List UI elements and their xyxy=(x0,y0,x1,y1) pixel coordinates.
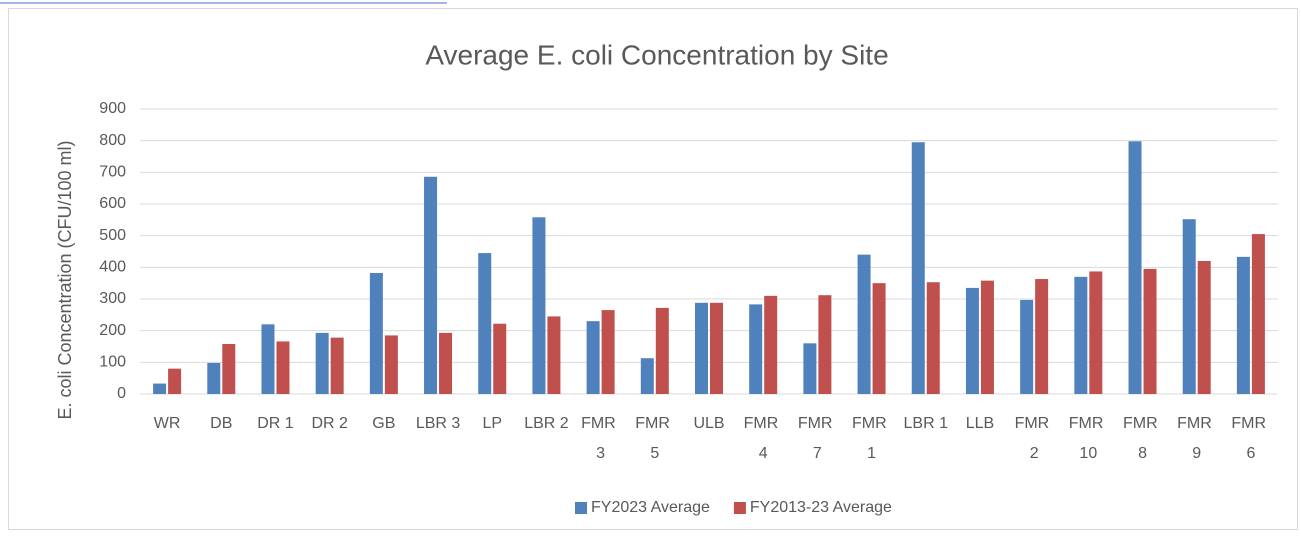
x-tick-label: ULB xyxy=(693,415,724,432)
bar xyxy=(168,368,182,394)
x-tick-label: FMR 5 xyxy=(635,415,674,462)
bar xyxy=(478,253,492,394)
bar xyxy=(330,337,344,394)
bar xyxy=(911,142,925,394)
chart-title: Average E. coli Concentration by Site xyxy=(425,39,888,70)
y-tick-label: 100 xyxy=(99,354,126,371)
bar xyxy=(586,321,600,394)
x-tick-label: GB xyxy=(372,415,395,432)
bar xyxy=(207,362,221,394)
bar xyxy=(872,283,886,394)
legend-label: FY2013-23 Average xyxy=(750,499,892,516)
y-tick-label: 400 xyxy=(99,259,126,276)
y-tick-label: 300 xyxy=(99,290,126,307)
x-tick-label: FMR 1 xyxy=(852,415,891,462)
legend-swatch xyxy=(733,502,746,514)
bar xyxy=(439,332,453,394)
legend-swatch xyxy=(575,502,587,514)
bar xyxy=(1089,271,1103,394)
x-tick-label: LBR 3 xyxy=(416,415,461,432)
bar xyxy=(315,332,329,394)
y-tick-label: 700 xyxy=(99,164,126,181)
x-tick-label: FMR 2 xyxy=(1015,415,1054,462)
bar xyxy=(1128,141,1142,394)
bar xyxy=(601,310,615,394)
bar xyxy=(857,254,871,394)
bar xyxy=(1074,276,1088,394)
bar xyxy=(547,316,561,394)
x-tick-label: LLB xyxy=(966,415,994,432)
bar xyxy=(1236,256,1250,394)
x-tick-label: FMR 6 xyxy=(1231,415,1270,462)
bar xyxy=(1143,268,1157,394)
bar xyxy=(493,323,507,394)
x-tick-label: FMR 4 xyxy=(744,415,783,462)
x-tick-label: LP xyxy=(482,415,502,432)
x-tick-label: FMR 9 xyxy=(1177,415,1216,462)
bar xyxy=(1251,234,1265,394)
legend-label: FY2023 Average xyxy=(591,499,710,516)
x-tick-label: LBR 1 xyxy=(904,415,949,432)
bar xyxy=(640,358,654,394)
bar xyxy=(926,282,940,394)
x-tick-label: FMR 8 xyxy=(1123,415,1162,462)
y-tick-label: 500 xyxy=(99,227,126,244)
x-tick-label: LBR 2 xyxy=(524,415,569,432)
x-tick-label: DB xyxy=(210,415,232,432)
bar xyxy=(764,295,778,394)
x-tick-label: DR 1 xyxy=(257,415,294,432)
bar xyxy=(1020,299,1034,394)
y-tick-label: 0 xyxy=(117,385,126,402)
x-tick-label: FMR 10 xyxy=(1069,415,1108,462)
y-tick-label: 200 xyxy=(99,322,126,339)
y-tick-label: 800 xyxy=(99,132,126,149)
bar xyxy=(1197,261,1211,394)
bar xyxy=(695,302,708,394)
bar xyxy=(818,295,832,394)
x-tick-label: DR 2 xyxy=(311,415,348,432)
bar xyxy=(710,302,723,394)
bar xyxy=(424,176,438,394)
bar xyxy=(1035,279,1049,394)
bar xyxy=(749,304,763,394)
x-tick-label: FMR 3 xyxy=(581,415,620,462)
y-tick-label: 600 xyxy=(99,195,126,212)
bar xyxy=(261,324,275,394)
chart-frame xyxy=(8,8,1298,530)
y-tick-label: 900 xyxy=(99,100,126,117)
y-axis-label: E. coli Concentration (CFU/100 ml) xyxy=(55,140,75,419)
bar xyxy=(532,217,546,394)
bar xyxy=(1182,219,1196,394)
x-tick-label: WR xyxy=(154,415,181,432)
bar xyxy=(369,273,383,394)
bar xyxy=(222,343,236,394)
bar xyxy=(153,383,167,394)
bar xyxy=(384,335,398,394)
x-tick-label: FMR 7 xyxy=(798,415,837,462)
bar xyxy=(980,280,994,394)
bar xyxy=(965,287,979,394)
bar xyxy=(276,341,290,394)
bar xyxy=(803,343,817,394)
bar xyxy=(655,307,669,394)
